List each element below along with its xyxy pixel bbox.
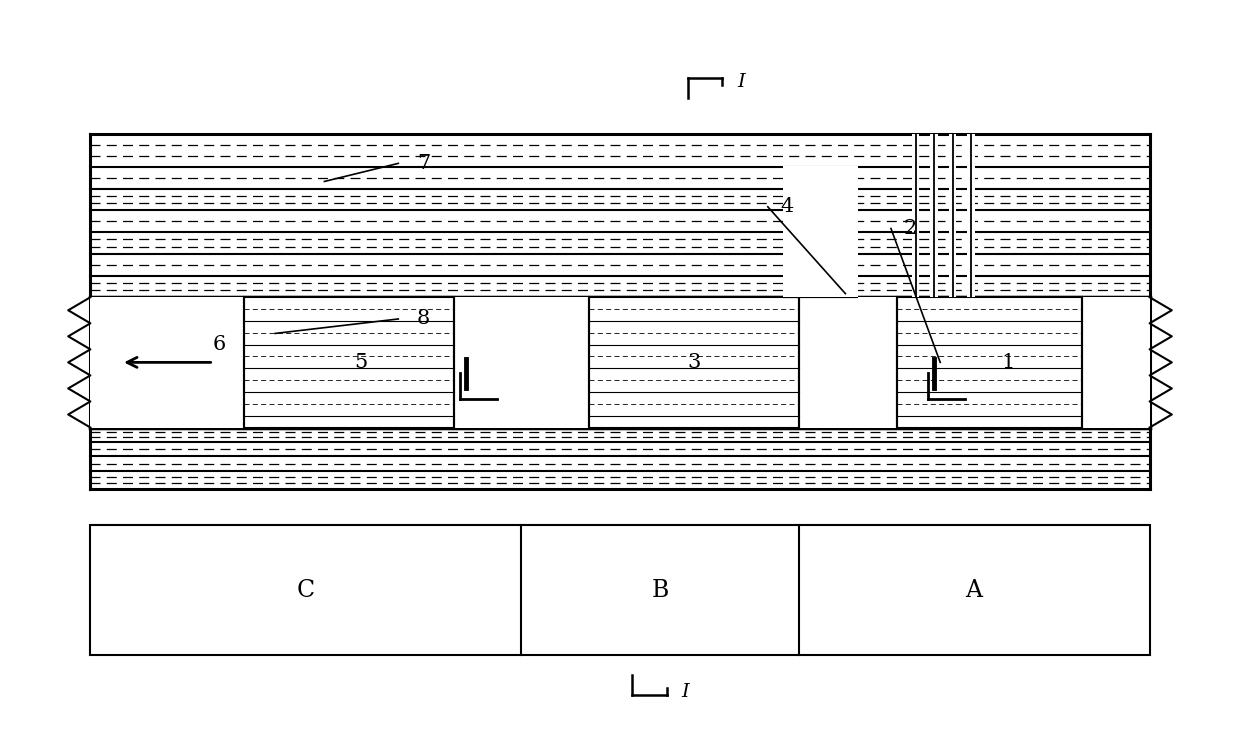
Bar <box>799 297 897 427</box>
Text: C: C <box>296 579 315 602</box>
Text: I: I <box>682 683 689 701</box>
Text: 1: 1 <box>1001 353 1014 372</box>
Text: 8: 8 <box>417 310 430 329</box>
Bar <box>911 135 919 297</box>
Bar <box>949 135 956 297</box>
Text: B: B <box>651 579 668 602</box>
Text: 7: 7 <box>417 154 430 173</box>
Text: 2: 2 <box>903 219 916 238</box>
Text: 3: 3 <box>687 353 701 372</box>
Text: I: I <box>737 72 744 91</box>
Bar <box>1081 297 1149 427</box>
Bar <box>782 165 858 297</box>
Text: 5: 5 <box>355 353 368 372</box>
Bar <box>454 297 589 427</box>
Bar <box>589 297 799 427</box>
Text: 4: 4 <box>780 198 794 216</box>
Bar <box>897 297 1081 427</box>
Bar <box>91 297 244 427</box>
Text: A: A <box>966 579 982 602</box>
Text: 6: 6 <box>213 335 227 354</box>
Bar <box>967 135 975 297</box>
Bar <box>244 297 454 427</box>
Bar <box>91 525 1149 655</box>
Bar <box>930 135 937 297</box>
